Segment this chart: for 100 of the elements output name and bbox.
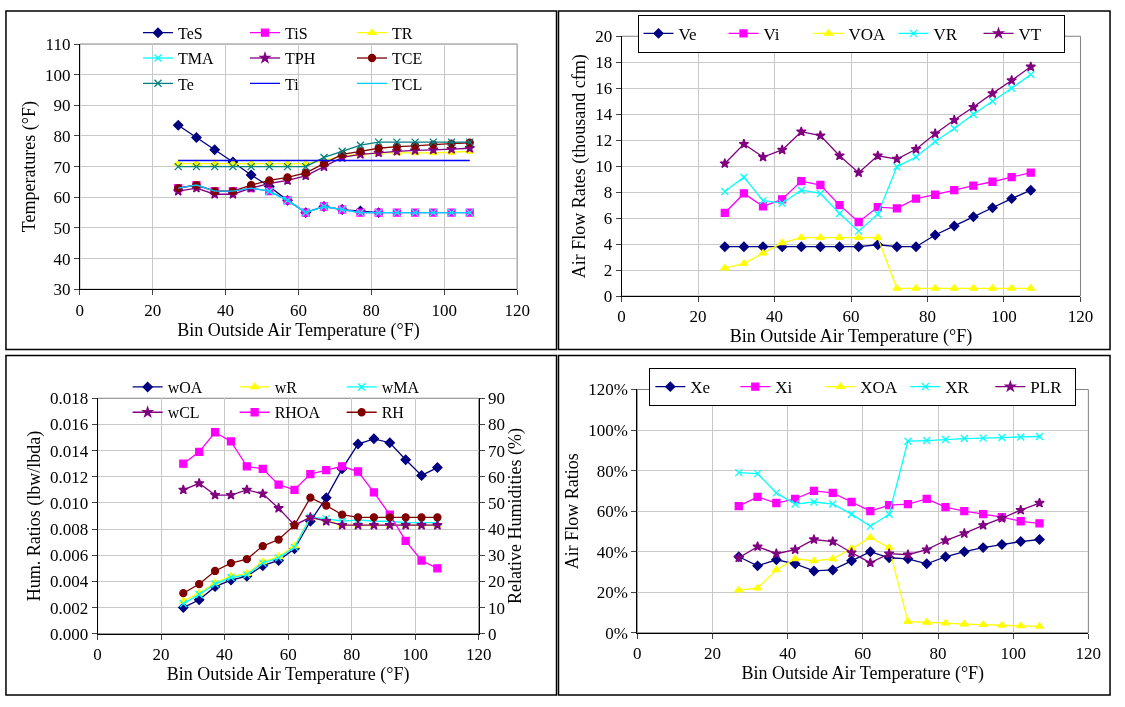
x-tick-label: 60 — [279, 645, 297, 665]
y-tick-label: 20% — [596, 583, 628, 603]
y-tick-label: 4 — [603, 235, 613, 255]
y2-tick-label: 30 — [488, 546, 506, 566]
y-tick-label: 40% — [596, 542, 628, 562]
x-tick-label: 120 — [1075, 644, 1102, 664]
legend-label: Te — [177, 75, 194, 93]
y-tick-label: 0% — [605, 623, 628, 643]
legend-label: XOA — [860, 378, 898, 398]
y-tick-label: 0.002 — [49, 598, 89, 618]
x-tick-label: 60 — [842, 307, 860, 327]
legend-label: TCL — [391, 75, 423, 93]
y-tick-label: 2 — [603, 261, 613, 281]
legend-label: RH — [381, 404, 405, 422]
legend-label: TCE — [391, 50, 423, 68]
x-tick-label: 100 — [431, 300, 457, 320]
x-tick-label: 60 — [854, 644, 872, 664]
y-tick-label: 90 — [53, 96, 71, 116]
y-tick-label: 30 — [53, 280, 71, 300]
x-tick-label: 0 — [93, 645, 102, 665]
x-tick-label: 20 — [703, 644, 721, 664]
y-tick-label: 60 — [53, 188, 71, 208]
x-tick-label: 20 — [689, 307, 707, 327]
y2-tick-label: 0 — [488, 624, 497, 644]
legend-label: TPH — [284, 50, 316, 68]
y-tick-label: 0.010 — [49, 493, 89, 513]
y-tick-label: 120% — [588, 380, 628, 400]
legend-label: RHOA — [274, 404, 321, 422]
legend-label: TMA — [177, 50, 214, 68]
y-tick-label: 16 — [595, 79, 613, 99]
y-tick-label: 50 — [53, 218, 71, 238]
y-tick-label: 0.014 — [49, 441, 89, 461]
legend-label: wOA — [167, 379, 203, 397]
y-tick-label: 80% — [596, 461, 628, 481]
y-tick-label: 14 — [595, 105, 613, 125]
x-tick-label: 120 — [465, 645, 492, 665]
legend-label: wCL — [167, 404, 200, 422]
y2-axis-title: Relative Humidities (%) — [505, 428, 527, 604]
y2-tick-label: 70 — [488, 441, 506, 461]
legend-label: VOA — [848, 25, 887, 45]
y2-tick-label: 20 — [488, 572, 506, 592]
legend-label: Ti — [284, 75, 300, 93]
x-tick-label: 80 — [343, 645, 361, 665]
y-tick-label: 18 — [595, 53, 613, 73]
y-axis-title: Air Flow Ratios — [562, 453, 583, 570]
x-tick-label: 40 — [216, 645, 234, 665]
y-tick-label: 0.008 — [49, 520, 89, 540]
y-axis-title: Temperatures (°F) — [19, 100, 41, 233]
y-tick-label: 0.000 — [49, 624, 89, 644]
y-tick-label: 0.018 — [49, 389, 89, 409]
x-tick-label: 20 — [152, 645, 170, 665]
x-tick-label: 100 — [402, 645, 428, 665]
x-tick-label: 40 — [217, 300, 235, 320]
x-tick-label: 80 — [919, 307, 936, 327]
y-tick-label: 80 — [53, 126, 71, 146]
legend-label: PLR — [1030, 378, 1063, 398]
y2-tick-label: 40 — [488, 520, 506, 540]
y-tick-label: 0.006 — [49, 546, 89, 566]
y-tick-label: 20 — [595, 27, 613, 47]
x-axis-title: Bin Outside Air Temperature (°F) — [166, 664, 410, 686]
legend-label: Ve — [678, 25, 697, 45]
x-tick-label: 100 — [1000, 644, 1026, 664]
legend-label: Xi — [775, 378, 793, 398]
y2-tick-label: 90 — [488, 389, 506, 409]
legend-label: XR — [945, 378, 970, 398]
legend-label: wMA — [381, 379, 420, 397]
y-tick-label: 40 — [53, 249, 71, 269]
y-tick-label: 70 — [53, 157, 71, 177]
y-tick-label: 10 — [595, 157, 613, 177]
x-tick-label: 100 — [991, 307, 1017, 327]
x-tick-label: 120 — [504, 300, 530, 320]
x-axis-title: Bin Outside Air Temperature (°F) — [177, 319, 420, 341]
legend-label: TeS — [177, 24, 203, 42]
x-tick-label: 80 — [362, 300, 380, 320]
y2-tick-label: 80 — [488, 415, 506, 435]
y-tick-label: 0 — [603, 287, 613, 307]
y-tick-label: 100 — [44, 65, 71, 85]
y2-tick-label: 60 — [488, 467, 506, 487]
legend-label: TiS — [284, 24, 308, 42]
legend-label: Vi — [763, 25, 780, 45]
legend-label: VR — [933, 25, 958, 45]
y-axis-title: Hum. Ratios (lbw/lbda) — [24, 430, 46, 602]
legend-label: TR — [391, 24, 413, 42]
legend-label: VT — [1018, 25, 1042, 45]
y-tick-label: 0.004 — [49, 572, 89, 592]
x-tick-label: 40 — [766, 307, 784, 327]
x-tick-label: 120 — [1067, 307, 1094, 327]
y-tick-label: 100% — [588, 420, 628, 440]
y2-tick-label: 10 — [488, 598, 506, 618]
legend-label: wR — [274, 379, 298, 397]
legend-label: Xe — [690, 378, 711, 398]
x-tick-label: 40 — [779, 644, 797, 664]
y-tick-label: 8 — [603, 183, 613, 203]
x-axis-title: Bin Outside Air Temperature (°F) — [741, 663, 985, 685]
y-tick-label: 110 — [45, 34, 71, 54]
x-tick-label: 20 — [144, 300, 162, 320]
y-tick-label: 0.016 — [49, 415, 89, 435]
x-tick-label: 80 — [929, 644, 947, 664]
y2-tick-label: 50 — [488, 493, 506, 513]
x-axis-title: Bin Outside Air Temperature (°F) — [729, 326, 973, 348]
